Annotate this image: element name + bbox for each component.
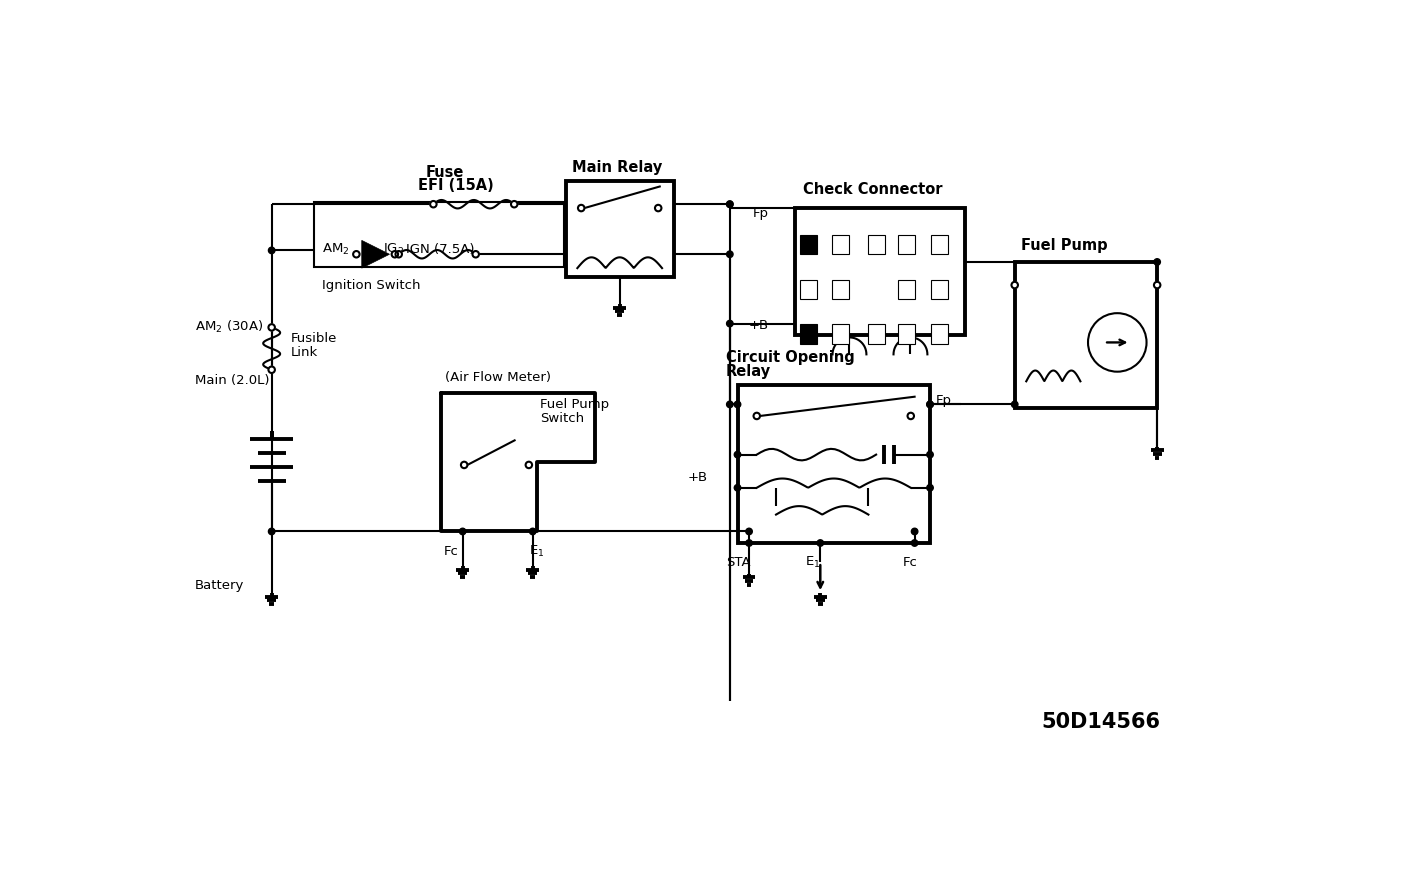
Circle shape [269, 366, 276, 373]
Bar [898, 324, 915, 343]
Circle shape [461, 461, 467, 468]
Text: 50D14566: 50D14566 [1042, 711, 1161, 732]
Circle shape [460, 528, 465, 535]
Circle shape [734, 451, 741, 458]
Circle shape [927, 484, 934, 491]
Circle shape [1154, 281, 1160, 288]
Circle shape [430, 201, 437, 207]
Circle shape [727, 321, 733, 327]
Bar [868, 324, 884, 343]
Circle shape [927, 401, 934, 407]
Bar [931, 235, 948, 254]
Circle shape [734, 401, 741, 407]
Circle shape [578, 205, 585, 212]
Text: Ignition Switch: Ignition Switch [322, 279, 420, 292]
Bar [314, 202, 564, 267]
Text: IG$_2$: IG$_2$ [384, 242, 405, 257]
Circle shape [727, 201, 733, 207]
Polygon shape [361, 240, 389, 268]
Circle shape [392, 251, 398, 258]
Text: Fc: Fc [903, 556, 918, 569]
Text: STA: STA [725, 556, 751, 569]
Circle shape [734, 484, 741, 491]
Text: Main Relay: Main Relay [572, 160, 662, 175]
Bar [931, 324, 948, 343]
Bar [832, 324, 849, 343]
Circle shape [655, 205, 661, 212]
Bar [796, 208, 965, 335]
Text: Fuel Pump: Fuel Pump [1021, 239, 1108, 253]
Bar [832, 235, 849, 254]
Circle shape [927, 401, 934, 407]
Circle shape [1011, 281, 1018, 288]
Circle shape [817, 540, 824, 546]
Circle shape [353, 251, 360, 258]
Circle shape [727, 201, 733, 207]
Text: +B: +B [749, 319, 769, 332]
Circle shape [472, 251, 479, 258]
Bar [898, 280, 915, 299]
Circle shape [745, 528, 752, 535]
Text: Fp: Fp [936, 394, 952, 407]
Text: Check Connector: Check Connector [803, 182, 942, 198]
Circle shape [269, 247, 276, 253]
Text: E$_1$: E$_1$ [529, 544, 544, 558]
Circle shape [269, 324, 276, 330]
Circle shape [395, 251, 402, 258]
Text: Circuit Opening: Circuit Opening [725, 350, 855, 365]
Text: Fc: Fc [443, 545, 458, 558]
Circle shape [727, 401, 733, 407]
Bar [931, 280, 948, 299]
Circle shape [727, 251, 733, 258]
Text: EFI (15A): EFI (15A) [418, 178, 494, 193]
Circle shape [510, 201, 517, 207]
Text: Link: Link [291, 346, 318, 359]
Text: Fusible: Fusible [291, 332, 337, 345]
Bar [738, 385, 929, 543]
Text: Relay: Relay [725, 364, 770, 379]
Text: (Air Flow Meter): (Air Flow Meter) [444, 371, 551, 385]
Text: Battery: Battery [194, 579, 245, 593]
Bar [1015, 262, 1157, 408]
Text: +B: +B [688, 471, 707, 484]
Bar [800, 235, 817, 254]
Text: Main (2.0L): Main (2.0L) [194, 373, 269, 386]
Circle shape [911, 528, 918, 535]
Circle shape [927, 451, 934, 458]
Circle shape [907, 413, 914, 420]
Bar [898, 235, 915, 254]
Circle shape [1154, 259, 1160, 265]
Circle shape [269, 528, 276, 535]
Circle shape [526, 461, 531, 468]
Text: AM$_2$: AM$_2$ [322, 242, 349, 257]
Bar [868, 235, 884, 254]
Bar [832, 280, 849, 299]
Text: Fp: Fp [754, 207, 769, 220]
Circle shape [1011, 401, 1018, 407]
Bar [800, 280, 817, 299]
Circle shape [754, 413, 761, 420]
Text: IGN (7.5A): IGN (7.5A) [406, 243, 475, 256]
Circle shape [911, 540, 918, 546]
Circle shape [745, 540, 752, 546]
Bar [565, 181, 673, 277]
Text: AM$_2$ (30A): AM$_2$ (30A) [194, 319, 263, 336]
Circle shape [530, 528, 536, 535]
Text: Fuse: Fuse [426, 165, 464, 180]
Bar [800, 324, 817, 343]
Text: Fuel Pump: Fuel Pump [540, 399, 610, 412]
Text: E$_1$: E$_1$ [804, 555, 820, 570]
Text: Switch: Switch [540, 413, 585, 425]
